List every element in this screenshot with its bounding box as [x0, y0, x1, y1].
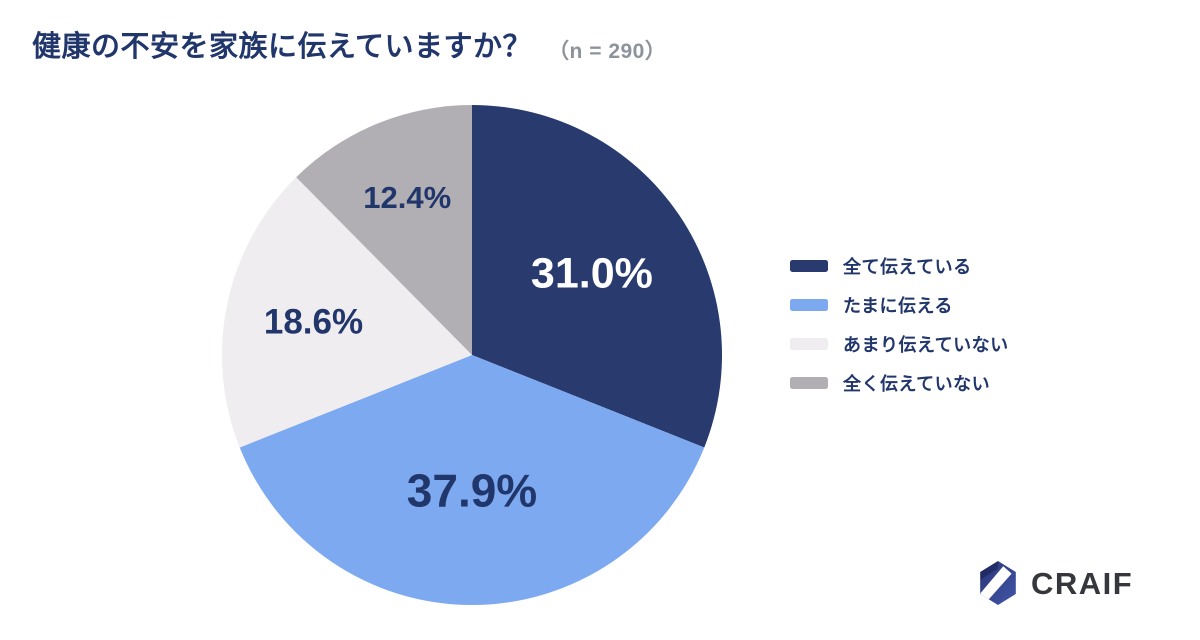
legend-item-3: 全く伝えていない	[790, 370, 1009, 396]
pie-slice-label-2: 18.6%	[264, 302, 363, 341]
legend-swatch-icon	[790, 260, 828, 272]
pie-slice-2	[222, 177, 472, 448]
legend-item-0: 全て伝えている	[790, 253, 1009, 279]
craif-logo-text: CRAIF	[1031, 565, 1134, 601]
legend-item-1: たまに伝える	[790, 292, 1009, 318]
page-title: 健康の不安を家族に伝えていますか？	[32, 31, 533, 63]
legend-swatch-icon	[790, 377, 828, 389]
sample-size-label: （n = 290）	[548, 40, 667, 63]
legend-label: あまり伝えていない	[843, 335, 1009, 355]
pie-slice-3	[296, 105, 472, 355]
legend-label: 全て伝えている	[843, 257, 972, 277]
pie-slice-1	[239, 355, 705, 605]
pie-chart: 31.0% 37.9% 18.6% 12.4%	[222, 105, 722, 605]
legend-swatch-icon	[790, 338, 828, 350]
legend-label: たまに伝える	[843, 296, 953, 316]
legend-label: 全く伝えていない	[843, 374, 991, 394]
chart-header: 健康の不安を家族に伝えていますか？ （n = 290）	[32, 30, 666, 65]
pie-slice-label-0: 31.0%	[531, 250, 653, 298]
pie-slice-label-1: 37.9%	[407, 464, 537, 516]
legend-swatch-icon	[790, 299, 828, 311]
craif-logo: CRAIF	[980, 561, 1133, 605]
pie-slice-0	[472, 105, 722, 448]
legend: 全て伝えている たまに伝えるあまり伝えていない 全く伝えていない	[790, 253, 1009, 409]
craif-hexagon-icon	[980, 561, 1016, 605]
pie-slice-label-3: 12.4%	[363, 180, 451, 215]
legend-item-2: あまり伝えていない	[790, 331, 1009, 357]
